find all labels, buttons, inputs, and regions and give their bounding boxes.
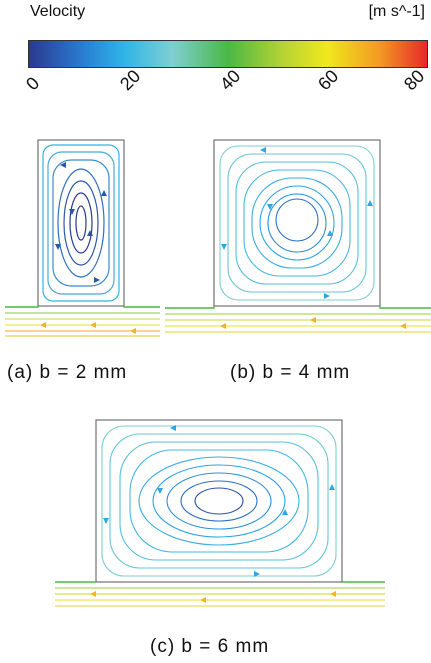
caption-a: (a) b = 2 mm [7,362,128,383]
colorbar-tick-0: 0 [22,72,44,95]
caption-c: (c) b = 6 mm [150,636,270,657]
streamline-panel-c [55,419,385,607]
streamline-panel-b [165,139,431,333]
colorbar-tick-60: 60 [314,65,343,95]
legend-title: Velocity [30,3,86,20]
colorbar-tick-40: 40 [216,65,245,95]
velocity-colorbar [28,40,428,68]
caption-b: (b) b = 4 mm [230,362,351,383]
colorbar-tick-20: 20 [116,65,145,95]
legend-unit: [m s^-1] [368,3,425,20]
colorbar-tick-80: 80 [400,65,429,95]
streamline-panel-a [5,139,160,337]
